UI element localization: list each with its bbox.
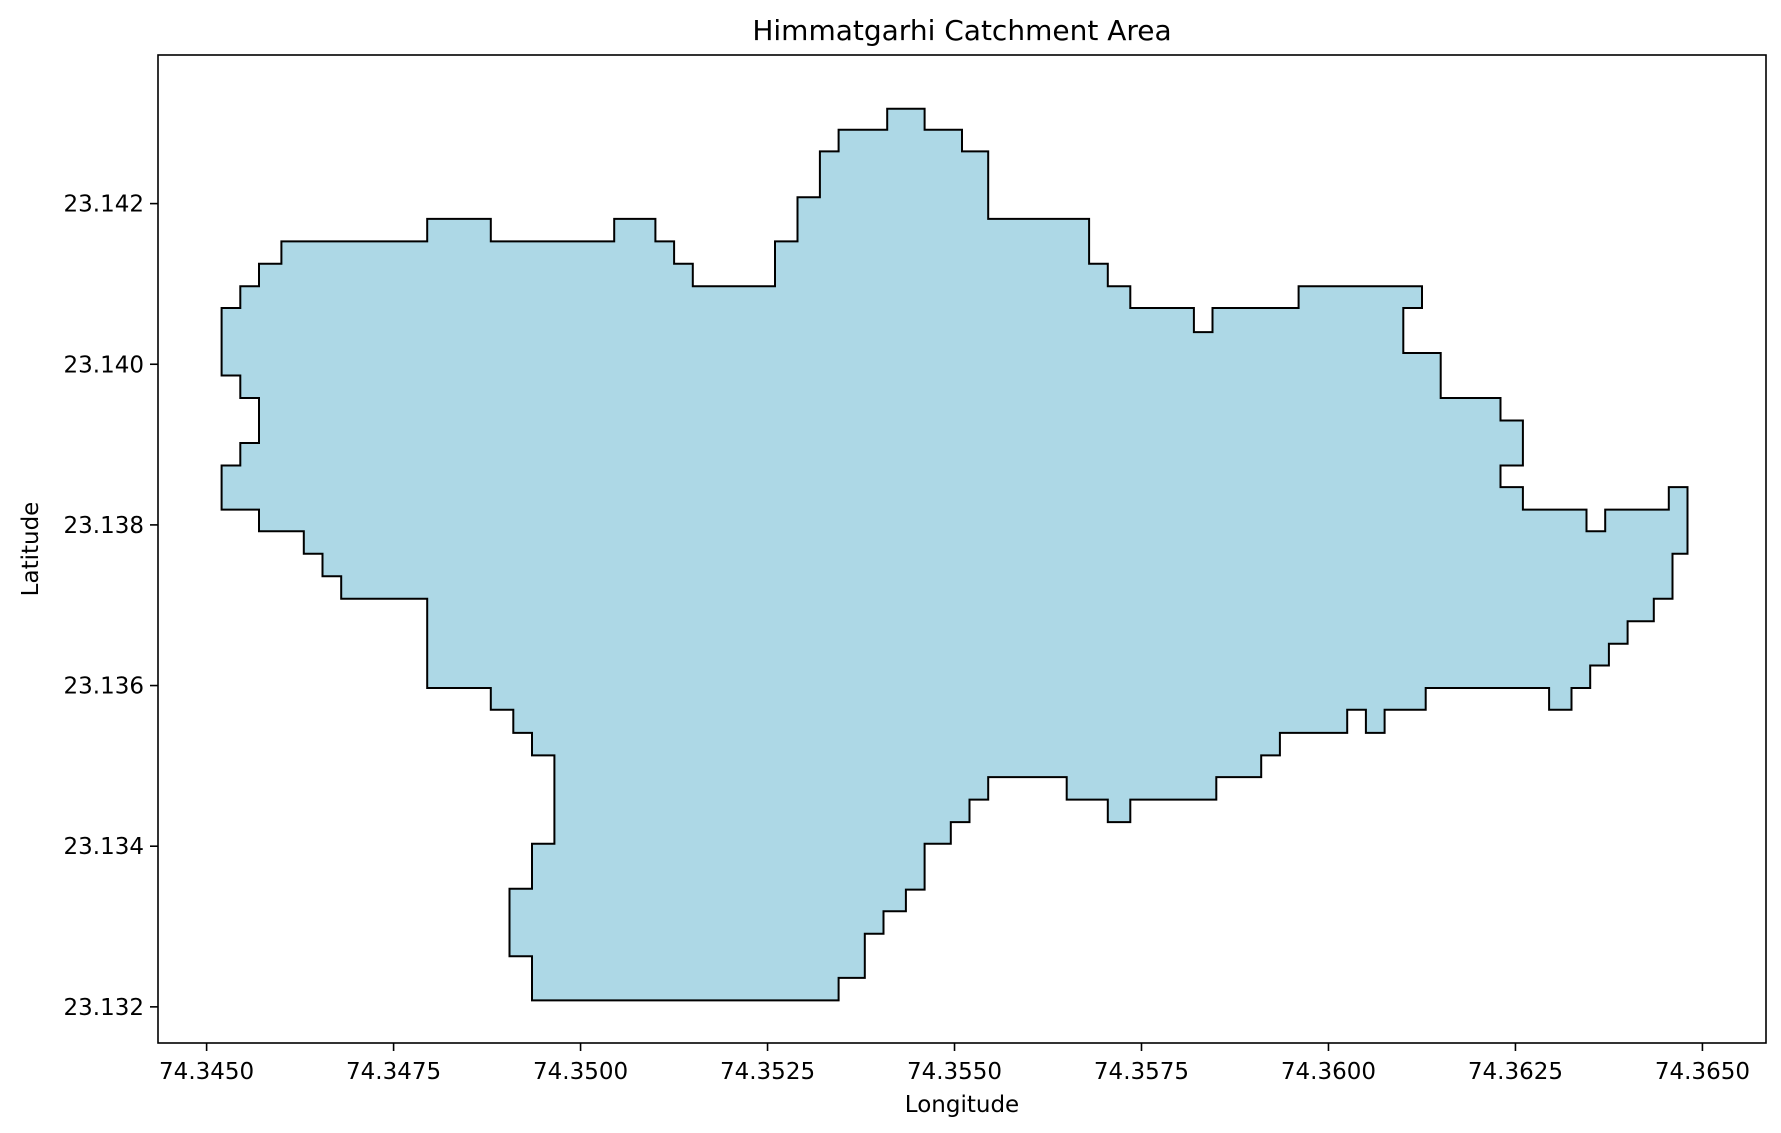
x-tick-label: 74.3500 bbox=[533, 1059, 628, 1085]
x-tick-label: 74.3650 bbox=[1655, 1059, 1750, 1085]
chart-title: Himmatgarhi Catchment Area bbox=[752, 14, 1171, 47]
y-tick-label: 23.140 bbox=[64, 352, 144, 378]
y-axis-ticks: 23.132 23.134 23.136 23.138 23.140 23.142 bbox=[64, 192, 158, 1021]
x-tick-label: 74.3625 bbox=[1468, 1059, 1563, 1085]
y-axis-label: Latitude bbox=[18, 502, 44, 597]
plot-area bbox=[157, 54, 1767, 1044]
x-tick-label: 74.3525 bbox=[720, 1059, 815, 1085]
y-tick-label: 23.136 bbox=[64, 674, 144, 700]
axes-frame bbox=[157, 54, 1767, 1044]
x-tick-label: 74.3475 bbox=[346, 1059, 441, 1085]
x-tick-label: 74.3600 bbox=[1281, 1059, 1376, 1085]
x-tick-label: 74.3450 bbox=[159, 1059, 254, 1085]
catchment-polygon bbox=[220, 107, 1689, 1002]
x-tick-label: 74.3575 bbox=[1094, 1059, 1189, 1085]
x-axis-ticks: 74.3450 74.3475 74.3500 74.3525 74.3550 74.35… bbox=[159, 1043, 1750, 1085]
y-tick-label: 23.142 bbox=[64, 192, 144, 218]
x-tick-label: 74.3550 bbox=[907, 1059, 1002, 1085]
x-axis-label: Longitude bbox=[905, 1092, 1019, 1118]
y-tick-label: 23.132 bbox=[64, 995, 144, 1021]
y-tick-label: 23.134 bbox=[64, 834, 144, 860]
y-tick-label: 23.138 bbox=[64, 513, 144, 539]
